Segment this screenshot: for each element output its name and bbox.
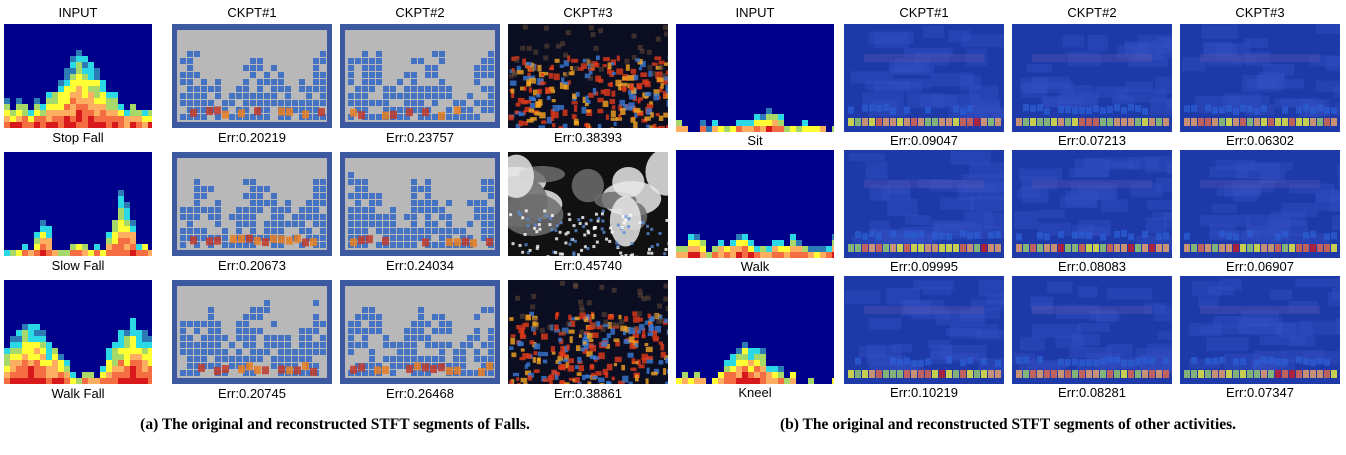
ckpt2-reconstruction bbox=[340, 280, 500, 384]
column-header-input: INPUT bbox=[58, 5, 98, 20]
ckpt2-reconstruction bbox=[340, 24, 500, 128]
ckpt3-error: Err:0.06302 bbox=[1226, 133, 1294, 148]
row-walk: Walk Err:0.09995 Err:0.08083 Err:0.06907 bbox=[676, 150, 1342, 276]
ckpt2-reconstruction bbox=[1012, 150, 1172, 258]
ckpt3-reconstruction bbox=[1180, 276, 1340, 384]
row-walk-fall: Walk Fall Err:0.20745 Err:0.26468 Err:0.… bbox=[4, 280, 668, 408]
ckpt3-reconstruction bbox=[1180, 150, 1340, 258]
activity-label: Sit bbox=[747, 133, 763, 148]
input-spectrogram bbox=[676, 150, 834, 258]
ckpt2-error: Err:0.23757 bbox=[386, 130, 454, 145]
ckpt1-reconstruction bbox=[844, 150, 1004, 258]
ckpt2-reconstruction bbox=[1012, 276, 1172, 384]
ckpt3-error: Err:0.07347 bbox=[1226, 385, 1294, 400]
column-headers: INPUT CKPT#1 CKPT#2 CKPT#3 bbox=[676, 4, 1342, 24]
input-spectrogram bbox=[4, 280, 152, 384]
column-headers: INPUT CKPT#1 CKPT#2 CKPT#3 bbox=[4, 4, 668, 24]
figure-panel-b: INPUT CKPT#1 CKPT#2 CKPT#3 Sit Err:0.090… bbox=[676, 4, 1342, 400]
ckpt1-error: Err:0.20745 bbox=[218, 386, 286, 401]
row-kneel: Kneel Err:0.10219 Err:0.08281 Err:0.0734… bbox=[676, 276, 1342, 402]
caption-b: (b) The original and reconstructed STFT … bbox=[779, 416, 1237, 433]
ckpt3-reconstruction bbox=[508, 280, 668, 384]
ckpt3-reconstruction bbox=[508, 24, 668, 128]
input-spectrogram bbox=[676, 24, 834, 132]
row-stop-fall: Stop Fall Err:0.20219 Err:0.23757 Err:0.… bbox=[4, 24, 668, 152]
figure-panel-a: INPUT CKPT#1 CKPT#2 CKPT#3 Stop Fall Err… bbox=[4, 4, 668, 401]
ckpt2-error: Err:0.08083 bbox=[1058, 259, 1126, 274]
ckpt3-error: Err:0.06907 bbox=[1226, 259, 1294, 274]
column-header-input: INPUT bbox=[735, 5, 775, 20]
row-sit: Sit Err:0.09047 Err:0.07213 Err:0.06302 bbox=[676, 24, 1342, 150]
ckpt1-error: Err:0.20673 bbox=[218, 258, 286, 273]
column-header-ckpt3: CKPT#3 bbox=[563, 5, 613, 20]
column-header-ckpt1: CKPT#1 bbox=[227, 5, 277, 20]
ckpt3-error: Err:0.38393 bbox=[554, 130, 622, 145]
column-header-ckpt1: CKPT#1 bbox=[899, 5, 949, 20]
input-spectrogram bbox=[676, 276, 834, 384]
ckpt3-reconstruction bbox=[1180, 24, 1340, 132]
activity-label: Walk bbox=[740, 259, 770, 274]
ckpt2-error: Err:0.26468 bbox=[386, 386, 454, 401]
row-slow-fall: Slow Fall Err:0.20673 Err:0.24034 Err:0.… bbox=[4, 152, 668, 280]
ckpt2-error: Err:0.08281 bbox=[1058, 385, 1126, 400]
ckpt2-reconstruction bbox=[340, 152, 500, 256]
ckpt1-error: Err:0.10219 bbox=[890, 385, 958, 400]
ckpt1-reconstruction bbox=[844, 276, 1004, 384]
activity-label: Kneel bbox=[738, 385, 772, 400]
ckpt1-reconstruction bbox=[172, 280, 332, 384]
ckpt2-reconstruction bbox=[1012, 24, 1172, 132]
activity-label: Walk Fall bbox=[51, 386, 105, 401]
ckpt1-error: Err:0.09047 bbox=[890, 133, 958, 148]
column-header-ckpt3: CKPT#3 bbox=[1235, 5, 1285, 20]
ckpt1-reconstruction bbox=[844, 24, 1004, 132]
ckpt2-error: Err:0.24034 bbox=[386, 258, 454, 273]
column-header-ckpt2: CKPT#2 bbox=[395, 5, 445, 20]
ckpt3-reconstruction bbox=[508, 152, 668, 256]
activity-label: Stop Fall bbox=[52, 130, 104, 145]
caption-a: (a) The original and reconstructed STFT … bbox=[140, 416, 530, 433]
input-spectrogram bbox=[4, 24, 152, 128]
ckpt2-error: Err:0.07213 bbox=[1058, 133, 1126, 148]
input-spectrogram bbox=[4, 152, 152, 256]
ckpt3-error: Err:0.38861 bbox=[554, 386, 622, 401]
ckpt1-reconstruction bbox=[172, 24, 332, 128]
ckpt1-error: Err:0.20219 bbox=[218, 130, 286, 145]
ckpt1-error: Err:0.09995 bbox=[890, 259, 958, 274]
ckpt1-reconstruction bbox=[172, 152, 332, 256]
column-header-ckpt2: CKPT#2 bbox=[1067, 5, 1117, 20]
activity-label: Slow Fall bbox=[51, 258, 105, 273]
ckpt3-error: Err:0.45740 bbox=[554, 258, 622, 273]
